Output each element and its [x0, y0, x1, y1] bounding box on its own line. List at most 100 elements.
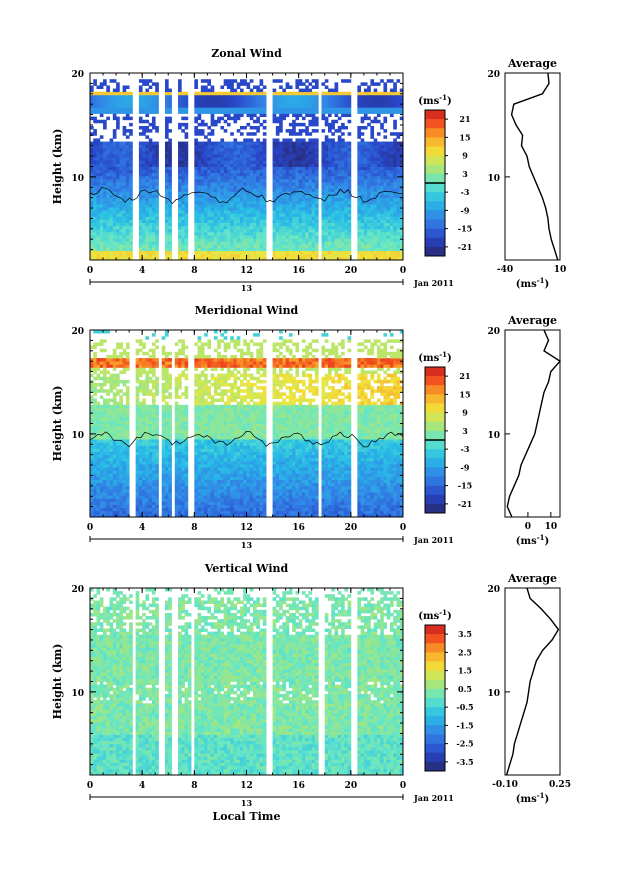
- heatmap-cell: [337, 185, 342, 189]
- heatmap-cell: [230, 144, 234, 149]
- heatmap-cell: [324, 235, 329, 239]
- heatmap-cell: [138, 97, 143, 102]
- heatmap-cell: [96, 157, 101, 161]
- heatmap-cell: [393, 182, 397, 186]
- heatmap-cell: [99, 414, 104, 418]
- heatmap-cell: [122, 439, 127, 443]
- heatmap-cell: [106, 370, 110, 375]
- heatmap-cell: [200, 169, 205, 174]
- heatmap-cell: [282, 244, 287, 248]
- colorbar-swatch: [425, 155, 445, 166]
- heatmap-cell: [217, 104, 221, 108]
- heatmap-cell: [96, 389, 101, 393]
- heatmap-cell: [259, 82, 264, 86]
- heatmap-cell: [96, 435, 101, 440]
- heatmap-cell: [256, 207, 260, 211]
- heatmap-cell: [363, 241, 368, 245]
- heatmap-cell: [148, 253, 153, 258]
- heatmap-cell: [93, 351, 97, 356]
- heatmap-cell: [324, 122, 329, 127]
- heatmap-cell: [151, 101, 156, 105]
- heatmap-cell: [119, 228, 123, 233]
- heatmap-cell: [112, 439, 117, 443]
- heatmap-cell: [324, 172, 329, 177]
- heatmap-cell: [334, 129, 339, 133]
- heatmap-cell: [119, 442, 123, 446]
- heatmap-cell: [249, 188, 254, 192]
- heatmap-cell: [217, 210, 221, 214]
- heatmap-cell: [217, 219, 221, 223]
- heatmap-cell: [308, 197, 313, 202]
- heatmap-cell: [393, 241, 397, 245]
- heatmap-cell: [109, 203, 114, 208]
- heatmap-cell: [204, 197, 208, 202]
- heatmap-cell: [112, 188, 117, 192]
- heatmap-cell: [148, 228, 153, 233]
- heatmap-cell: [116, 110, 120, 114]
- heatmap-cell: [112, 445, 117, 449]
- heatmap-cell: [386, 225, 391, 230]
- heatmap-cell: [298, 169, 303, 174]
- heatmap-cell: [272, 241, 277, 245]
- heatmap-cell: [138, 200, 143, 205]
- heatmap-cell: [93, 457, 97, 462]
- heatmap-cell: [347, 107, 352, 111]
- heatmap-cell: [230, 250, 234, 255]
- heatmap-cell: [360, 191, 365, 195]
- heatmap-cell: [399, 241, 404, 245]
- heatmap-cell: [122, 351, 127, 356]
- heatmap-cell: [184, 144, 189, 149]
- heatmap-cell: [256, 219, 260, 223]
- heatmap-cell: [164, 238, 169, 242]
- heatmap-cell: [142, 91, 146, 96]
- heatmap-cell: [279, 207, 283, 211]
- heatmap-cell: [233, 178, 238, 183]
- heatmap-cell: [109, 498, 114, 502]
- heatmap-cell: [194, 91, 198, 96]
- heatmap-cell: [178, 197, 182, 202]
- heatmap-cell: [217, 150, 221, 155]
- heatmap-cell: [256, 88, 260, 93]
- heatmap-cell: [109, 376, 114, 381]
- heatmap-cell: [200, 194, 205, 199]
- heatmap-cell: [138, 101, 143, 105]
- heatmap-cell: [337, 125, 342, 130]
- heatmap-cell: [311, 241, 316, 245]
- heatmap-cell: [380, 216, 384, 220]
- heatmap-cell: [262, 210, 267, 214]
- colorbar-tick-label: -9: [461, 205, 470, 215]
- heatmap-cell: [122, 460, 127, 465]
- heatmap-cell: [103, 476, 107, 480]
- heatmap-cell: [292, 94, 296, 99]
- heatmap-cell: [301, 178, 306, 183]
- heatmap-cell: [243, 203, 247, 208]
- heatmap-cell: [90, 107, 94, 111]
- heatmap-cell: [367, 182, 371, 186]
- heatmap-cell: [96, 373, 101, 378]
- heatmap-cell: [96, 414, 101, 418]
- heatmap-cell: [184, 157, 189, 161]
- heatmap-cell: [217, 194, 221, 199]
- heatmap-cell: [262, 207, 267, 211]
- heatmap-cell: [230, 160, 234, 164]
- heatmap-cell: [288, 219, 293, 223]
- heatmap-cell: [344, 191, 348, 195]
- heatmap-cell: [376, 157, 381, 161]
- heatmap-cell: [363, 250, 368, 255]
- heatmap-cell: [282, 228, 287, 233]
- heatmap-cell: [226, 101, 231, 105]
- heatmap-cell: [383, 238, 388, 242]
- heatmap-cell: [148, 178, 153, 183]
- heatmap-cell: [370, 157, 375, 161]
- heatmap-cell: [178, 191, 182, 195]
- heatmap-cell: [321, 129, 326, 133]
- heatmap-cell: [106, 470, 110, 474]
- heatmap-cell: [155, 216, 159, 220]
- heatmap-cell: [200, 160, 205, 164]
- heatmap-cell: [148, 97, 153, 102]
- heatmap-cell: [119, 411, 123, 415]
- heatmap-cell: [122, 392, 127, 396]
- heatmap-cell: [363, 225, 368, 230]
- heatmap-cell: [311, 129, 316, 133]
- heatmap-cell: [200, 178, 205, 183]
